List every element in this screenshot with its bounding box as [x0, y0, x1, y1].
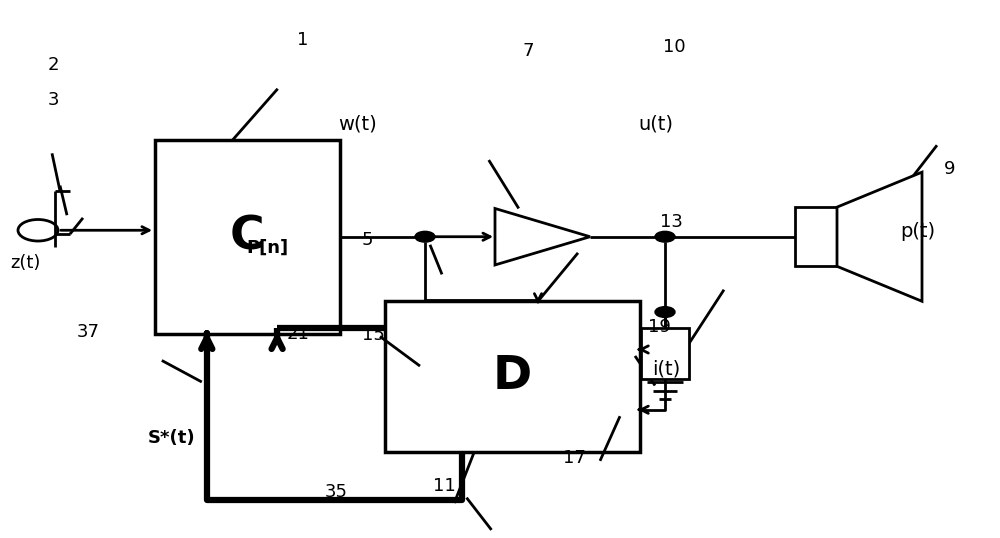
Text: 5: 5 — [362, 231, 374, 250]
Text: C: C — [230, 214, 265, 259]
Bar — [155, 140, 340, 334]
Text: 19: 19 — [648, 318, 671, 336]
Text: 3: 3 — [48, 90, 60, 109]
Bar — [641, 328, 689, 379]
Text: p(t): p(t) — [900, 222, 935, 241]
Text: 7: 7 — [522, 41, 534, 60]
Text: 21: 21 — [287, 324, 310, 343]
Text: D: D — [493, 354, 532, 399]
Bar — [385, 301, 640, 452]
Polygon shape — [837, 172, 922, 301]
Text: 10: 10 — [663, 38, 686, 56]
Text: i(t): i(t) — [652, 359, 680, 378]
Text: 15: 15 — [362, 325, 385, 344]
Text: 37: 37 — [77, 323, 100, 341]
Text: 13: 13 — [660, 213, 683, 231]
Text: S*(t): S*(t) — [148, 429, 196, 448]
Circle shape — [655, 231, 675, 242]
Polygon shape — [495, 208, 590, 265]
Circle shape — [415, 231, 435, 242]
Text: u(t): u(t) — [638, 114, 673, 133]
Text: P[n]: P[n] — [246, 238, 288, 257]
Text: 2: 2 — [48, 55, 60, 74]
Text: w(t): w(t) — [338, 114, 377, 133]
Text: 1: 1 — [297, 31, 308, 49]
Text: 17: 17 — [563, 449, 586, 468]
Text: 9: 9 — [944, 160, 956, 178]
Circle shape — [655, 307, 675, 317]
Text: 35: 35 — [325, 483, 348, 501]
Text: z(t): z(t) — [10, 253, 40, 272]
Text: 11: 11 — [433, 477, 456, 495]
Bar — [795, 207, 837, 266]
